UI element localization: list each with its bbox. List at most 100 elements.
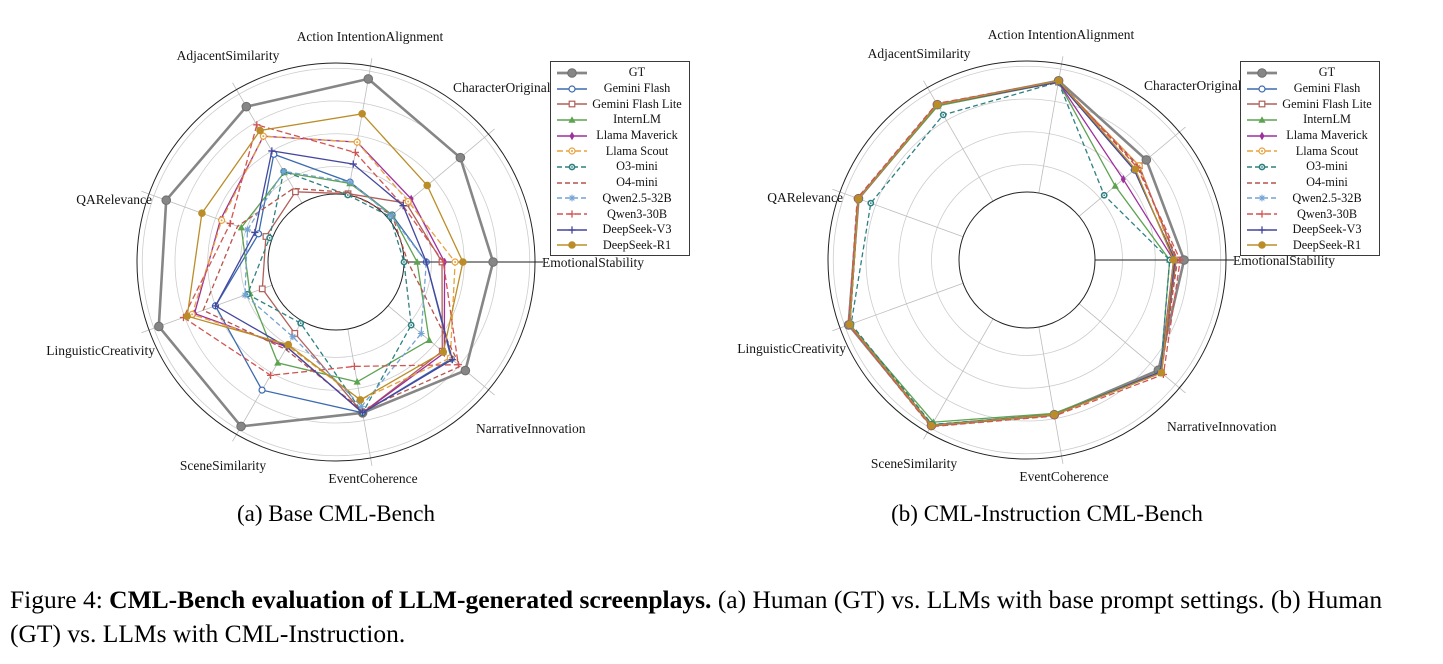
axis-label: CharacterOriginality <box>453 80 565 95</box>
legend-right-chart: GT Gemini Flash Gemini Flash Lite InternLM L… <box>1240 61 1380 257</box>
series-marker <box>568 210 576 218</box>
series-marker <box>425 336 433 344</box>
series-marker-dot <box>869 202 872 205</box>
series-marker <box>254 230 263 238</box>
series-marker <box>256 126 264 135</box>
series-marker <box>1259 131 1265 140</box>
series-line <box>849 80 1175 427</box>
legend-entry: DeepSeek-R1 <box>1245 238 1375 254</box>
legend-entry: Gemini Flash <box>1245 81 1375 97</box>
legend-entry: Gemini Flash Lite <box>555 96 685 112</box>
axis-label: SceneSimilarity <box>871 456 957 471</box>
series-marker <box>274 359 282 366</box>
legend-line-sample <box>557 226 587 234</box>
inner-circle <box>958 191 1096 329</box>
series-line <box>244 170 427 408</box>
legend-line-sample <box>557 68 587 78</box>
legend-left-chart: GT Gemini Flash Gemini Flash Lite InternLM L… <box>550 61 690 257</box>
caption-bold-title: CML-Bench evaluation of LLM-generated sc… <box>109 585 712 614</box>
series-marker-dot <box>571 150 573 153</box>
legend-entry: Llama Scout <box>1245 143 1375 159</box>
legend-line-sample <box>1247 181 1277 184</box>
series-line <box>240 171 430 383</box>
series-marker <box>854 194 863 203</box>
legend-label: O3-mini <box>1306 159 1348 174</box>
axis-spoke <box>923 318 994 440</box>
axis-label: SceneSimilarity <box>180 458 266 473</box>
legend-label: Gemini Flash <box>603 81 671 96</box>
legend-entry: GT <box>555 65 685 81</box>
series-marker <box>1054 76 1063 85</box>
legend-line-sample <box>557 194 587 202</box>
series-line <box>261 191 443 414</box>
series-line <box>849 81 1175 427</box>
legend-entry: DeepSeek-R1 <box>555 238 685 254</box>
series-marker <box>198 209 206 218</box>
series-marker-dot <box>449 356 452 359</box>
legend-entry: Llama Maverick <box>555 128 685 144</box>
series-marker <box>417 330 425 337</box>
legend-label: Llama Maverick <box>596 128 678 143</box>
legend-line-sample <box>557 84 587 93</box>
series-marker <box>1258 116 1266 123</box>
legend-entry: Qwen3-30B <box>1245 206 1375 222</box>
series-marker <box>846 320 854 329</box>
legend-entry: O4-mini <box>1245 175 1375 191</box>
radar-charts-canvas: Action IntentionAlignment CharacterOrigin… <box>46 27 1335 486</box>
figure-caption: Figure 4: CML-Bench evaluation of LLM-ge… <box>10 583 1436 651</box>
legend-entry: Llama Scout <box>555 143 685 159</box>
legend-label: GT <box>1318 65 1336 80</box>
series-marker <box>1258 241 1266 250</box>
axis-label: EmotionalStability <box>1233 253 1335 268</box>
series-marker <box>268 147 276 155</box>
legend-label: Qwen3-30B <box>606 206 668 221</box>
axis-label: QARelevance <box>76 192 152 207</box>
legend-line-sample <box>557 116 587 123</box>
series-marker <box>258 285 266 293</box>
series-marker-dot <box>220 219 223 222</box>
series-marker <box>399 202 407 210</box>
series-marker <box>927 421 936 430</box>
series-marker <box>439 258 447 266</box>
subcaption-a: (a) Base CML-Bench <box>237 501 435 526</box>
series-line <box>214 153 453 414</box>
gt-marker <box>1141 155 1152 165</box>
legend-entry: O3-mini <box>1245 159 1375 175</box>
legend-label: DeepSeek-R1 <box>602 237 672 252</box>
series-marker <box>211 302 220 310</box>
axis-label: QARelevance <box>767 190 843 205</box>
legend-line-sample <box>1247 100 1277 108</box>
legend-label: Qwen3-30B <box>1296 206 1358 221</box>
legend-line-sample <box>1247 210 1277 218</box>
series-marker <box>1258 84 1266 93</box>
series-marker <box>459 258 467 266</box>
series-marker-dot <box>403 261 405 263</box>
axis-spoke <box>1038 326 1064 464</box>
legend-label: DeepSeek-V3 <box>1292 222 1362 237</box>
legend-line-sample <box>557 181 587 184</box>
series-marker <box>1258 226 1266 234</box>
legend-line-sample <box>557 210 587 218</box>
legend-entry: DeepSeek-V3 <box>1245 222 1375 238</box>
series-marker <box>258 386 266 394</box>
series-marker <box>423 181 432 190</box>
series-line <box>847 80 1181 428</box>
series-line <box>850 81 1171 426</box>
series-marker <box>237 223 245 231</box>
series-line <box>214 150 454 414</box>
legend-label: O3-mini <box>616 159 658 174</box>
series-marker <box>1169 256 1178 264</box>
legend-line-sample <box>1247 84 1277 93</box>
outer-circle <box>827 60 1227 460</box>
series-marker <box>291 329 299 337</box>
series-marker <box>356 396 365 404</box>
legend-entry: DeepSeek-V3 <box>555 222 685 238</box>
gt-marker <box>236 421 246 432</box>
series-marker <box>413 258 421 265</box>
radar-chart-b: Action IntentionAlignment CharacterOrigin… <box>737 27 1335 484</box>
gt-marker <box>161 195 172 206</box>
axis-label: AdjacentSimilarity <box>177 48 280 63</box>
series-line <box>246 170 412 415</box>
axis-label: Action IntentionAlignment <box>297 29 444 44</box>
series-marker <box>1258 194 1266 202</box>
